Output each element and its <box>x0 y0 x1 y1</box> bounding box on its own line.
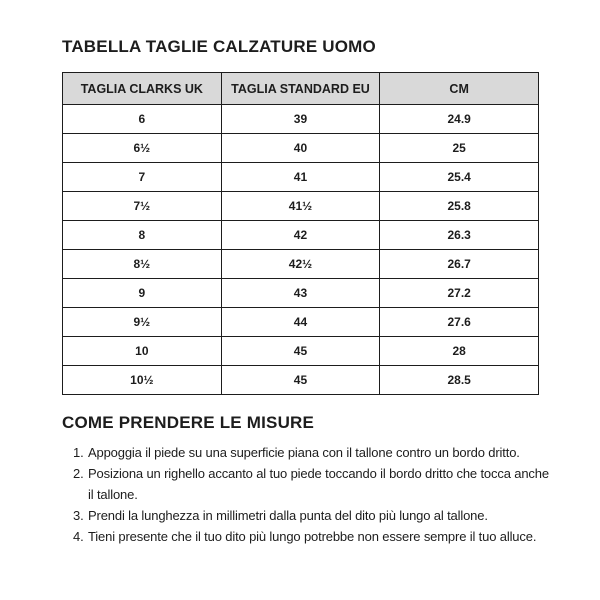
table-cell: 25 <box>379 133 539 163</box>
size-table: TAGLIA CLARKS UK TAGLIA STANDARD EU CM 6 39… <box>62 72 539 395</box>
table-cell: 40 <box>220 133 381 163</box>
table-cell: 42 <box>220 220 381 250</box>
table-cell: 9½ <box>62 307 222 337</box>
table-cell: 24.9 <box>379 104 539 134</box>
table-cell: 26.7 <box>379 249 539 279</box>
step-item: Prendi la lunghezza in millimetri dalla … <box>87 505 554 526</box>
table-row: 9 43 27.2 <box>62 278 539 308</box>
table-cell: 42½ <box>220 249 381 279</box>
table-cell: 6 <box>62 104 222 134</box>
table-cell: 7½ <box>62 191 222 221</box>
table-row: 6½ 40 25 <box>62 133 539 163</box>
table-cell: 41 <box>220 162 381 192</box>
table-header-cell: CM <box>379 72 539 105</box>
table-cell: 25.4 <box>379 162 539 192</box>
size-table-body: 6 39 24.9 6½ 40 25 7 41 25.4 7½ 41½ 25.8 8 42 26.3 8½ 42… <box>62 104 539 395</box>
table-row: 8 42 26.3 <box>62 220 539 250</box>
table-cell: 44 <box>220 307 381 337</box>
step-item: Tieni presente che il tuo dito più lungo… <box>87 526 554 547</box>
table-header-cell: TAGLIA STANDARD EU <box>220 72 381 105</box>
table-cell: 10½ <box>62 365 222 395</box>
table-row: 9½ 44 27.6 <box>62 307 539 337</box>
table-cell: 25.8 <box>379 191 539 221</box>
page-title: TABELLA TAGLIE CALZATURE UOMO <box>62 37 376 56</box>
table-cell: 45 <box>220 336 381 366</box>
step-item: Appoggia il piede su una superficie pian… <box>87 442 554 463</box>
table-cell: 10 <box>62 336 222 366</box>
table-row: 10 45 28 <box>62 336 539 366</box>
table-cell: 6½ <box>62 133 222 163</box>
table-cell: 41½ <box>220 191 381 221</box>
measurement-steps: Appoggia il piede su una superficie pian… <box>62 442 554 547</box>
table-row: 6 39 24.9 <box>62 104 539 134</box>
table-cell: 45 <box>220 365 381 395</box>
table-cell: 8 <box>62 220 222 250</box>
table-cell: 26.3 <box>379 220 539 250</box>
table-row: 7 41 25.4 <box>62 162 539 192</box>
section-title-measurements: COME PRENDERE LE MISURE <box>62 413 315 432</box>
table-cell: 27.6 <box>379 307 539 337</box>
table-row: 8½ 42½ 26.7 <box>62 249 539 279</box>
table-cell: 7 <box>62 162 222 192</box>
table-row: 7½ 41½ 25.8 <box>62 191 539 221</box>
table-cell: 9 <box>62 278 222 308</box>
size-table-header: TAGLIA CLARKS UK TAGLIA STANDARD EU CM <box>62 72 539 105</box>
table-header-cell: TAGLIA CLARKS UK <box>62 72 222 105</box>
step-item: Posiziona un righello accanto al tuo pie… <box>87 463 554 505</box>
table-cell: 28.5 <box>379 365 539 395</box>
table-cell: 39 <box>220 104 381 134</box>
table-cell: 8½ <box>62 249 222 279</box>
table-cell: 28 <box>379 336 539 366</box>
table-row: 10½ 45 28.5 <box>62 365 539 395</box>
table-cell: 43 <box>220 278 381 308</box>
table-header-row: TAGLIA CLARKS UK TAGLIA STANDARD EU CM <box>62 72 539 105</box>
table-cell: 27.2 <box>379 278 539 308</box>
